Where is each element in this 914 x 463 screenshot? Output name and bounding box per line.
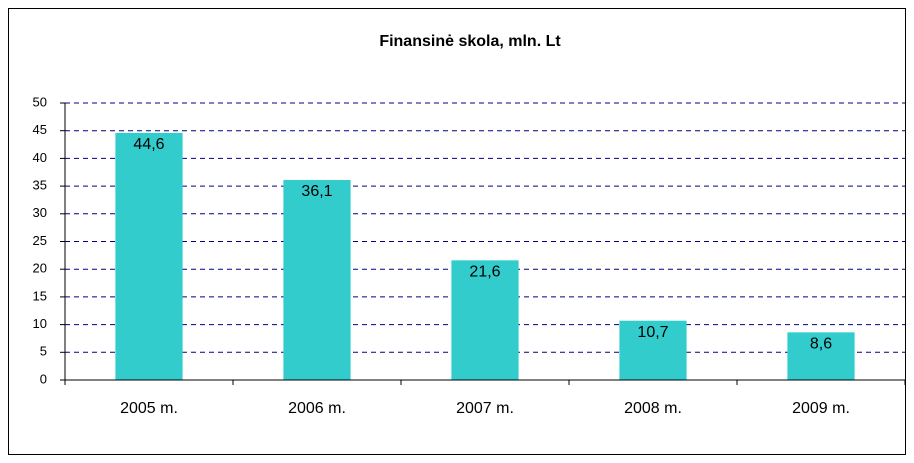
y-tick-label: 45: [33, 122, 47, 137]
x-tick-label: 2007 m.: [456, 400, 514, 417]
x-tick-label: 2008 m.: [624, 400, 682, 417]
y-tick-label: 10: [33, 316, 47, 331]
x-tick-label: 2009 m.: [792, 400, 850, 417]
bar: [619, 320, 687, 380]
bar: [787, 332, 855, 380]
bar: [451, 260, 519, 380]
y-tick-label: 30: [33, 205, 47, 220]
y-tick-label: 0: [40, 371, 47, 386]
y-tick-label: 25: [33, 233, 47, 248]
bar: [283, 180, 351, 380]
x-tick-label: 2005 m.: [120, 400, 178, 417]
chart-title: Finansinė skola, mln. Lt: [379, 33, 561, 50]
y-tick-label: 15: [33, 288, 47, 303]
y-tick-label: 50: [33, 94, 47, 109]
data-label: 8,6: [810, 336, 832, 353]
data-label: 44,6: [133, 136, 164, 153]
data-label: 10,7: [637, 324, 668, 341]
data-label: 36,1: [301, 183, 332, 200]
x-tick-label: 2006 m.: [288, 400, 346, 417]
y-tick-label: 20: [33, 261, 47, 276]
y-tick-label: 40: [33, 150, 47, 165]
y-tick-label: 35: [33, 178, 47, 193]
data-label: 21,6: [469, 264, 500, 281]
bar: [115, 132, 183, 380]
y-tick-label: 5: [40, 344, 47, 359]
